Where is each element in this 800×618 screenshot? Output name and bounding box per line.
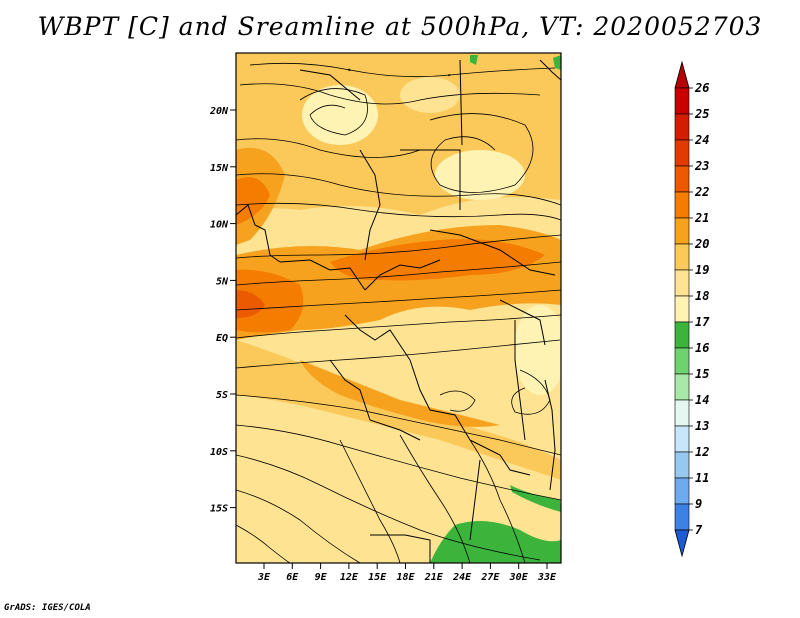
colorbar-label: 20 <box>694 237 709 251</box>
lat-tick-label: 15N <box>210 163 229 174</box>
colorbar-label: 9 <box>695 497 702 511</box>
map-frame <box>235 52 562 564</box>
lon-tick-label: 9E <box>315 572 328 583</box>
colorbar-label: 23 <box>694 159 709 173</box>
colorbar: 26 25 24 23 22 21 20 19 18 17 16 15 14 13 12 11 9 7 <box>674 60 710 558</box>
lon-tick-label: 6E <box>286 572 299 583</box>
colorbar-segment <box>674 451 690 479</box>
colorbar-segment <box>674 269 690 297</box>
lat-tick-label: 10N <box>210 220 229 231</box>
longitude-axis: 3E 6E 9E 12E 15E 18E 21E 24E 27E 30E 33E <box>257 563 557 583</box>
lat-tick-label: 15S <box>210 504 228 515</box>
wbpt-field <box>236 53 561 563</box>
colorbar-label: 11 <box>695 471 709 485</box>
colorbar-segment <box>674 87 690 115</box>
colorbar-segment <box>674 113 690 141</box>
colorbar-segment <box>674 295 690 323</box>
lon-tick-label: 27E <box>480 572 500 583</box>
colorbar-label: 19 <box>695 263 709 277</box>
colorbar-label: 26 <box>694 81 709 95</box>
colorbar-label: 16 <box>695 341 709 355</box>
colorbar-segment <box>674 191 690 219</box>
colorbar-label: 13 <box>695 419 709 433</box>
colorbar-segment <box>674 477 690 505</box>
colorbar-segment <box>674 373 690 401</box>
colorbar-segment <box>674 217 690 245</box>
colorbar-label: 7 <box>695 523 703 537</box>
lat-tick-label: 20N <box>209 106 229 117</box>
lat-tick-label: 5S <box>216 390 228 401</box>
lat-tick-label: EQ <box>216 333 228 344</box>
colorbar-segment <box>674 399 690 427</box>
colorbar-segment <box>674 243 690 271</box>
lon-tick-label: 15E <box>368 572 387 583</box>
colorbar-label: 22 <box>694 185 709 199</box>
colorbar-top-arrow <box>674 60 690 89</box>
colorbar-segment <box>674 425 690 453</box>
colorbar-segment <box>674 139 690 167</box>
colorbar-label: 21 <box>694 211 709 225</box>
colorbar-segment <box>674 321 690 349</box>
colorbar-segment <box>674 503 690 531</box>
colorbar-label: 18 <box>695 289 709 303</box>
colorbar-label: 12 <box>695 445 709 459</box>
lon-tick-label: 30E <box>509 572 529 583</box>
colorbar-bottom-arrow <box>674 529 690 558</box>
lon-tick-label: 3E <box>257 572 271 583</box>
grads-credit: GrADS: IGES/COLA <box>4 603 91 613</box>
map-title: WBPT [C] and Sreamline at 500hPa, VT: 20… <box>37 12 763 41</box>
colorbar-segment <box>674 347 690 375</box>
latitude-axis: 20N 15N 10N 5N EQ 5S 10S 15S <box>209 106 236 515</box>
colorbar-label: 25 <box>694 107 709 121</box>
colorbar-label: 17 <box>695 315 710 329</box>
lat-tick-label: 5N <box>216 276 229 287</box>
lat-tick-label: 10S <box>210 447 228 458</box>
lon-tick-label: 21E <box>424 572 444 583</box>
lon-tick-label: 18E <box>396 572 415 583</box>
lon-tick-label: 12E <box>340 572 359 583</box>
colorbar-label: 24 <box>694 133 709 147</box>
lon-tick-label: 33E <box>537 572 557 583</box>
colorbar-label: 14 <box>695 393 709 407</box>
colorbar-segment <box>674 165 690 193</box>
lon-tick-label: 24E <box>452 572 472 583</box>
colorbar-label: 15 <box>695 367 709 381</box>
